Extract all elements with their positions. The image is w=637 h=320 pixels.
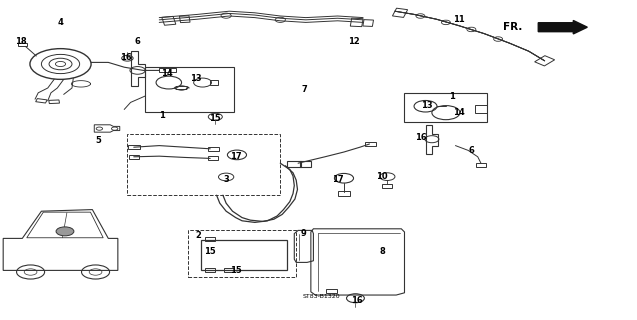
Text: 1: 1 xyxy=(159,111,166,120)
Text: 16: 16 xyxy=(120,53,132,62)
Bar xyxy=(201,240,287,270)
Text: 18: 18 xyxy=(15,37,26,46)
FancyArrow shape xyxy=(538,20,587,34)
Text: 6: 6 xyxy=(468,146,475,155)
Text: 16: 16 xyxy=(351,296,362,305)
Text: 9: 9 xyxy=(300,229,306,238)
Text: 14: 14 xyxy=(161,69,173,78)
Text: 11: 11 xyxy=(453,15,464,24)
Text: 10: 10 xyxy=(376,172,388,180)
Text: 17: 17 xyxy=(230,152,241,161)
Text: ST83-B1320: ST83-B1320 xyxy=(303,293,341,299)
Text: 1: 1 xyxy=(449,92,455,100)
Text: 14: 14 xyxy=(453,108,464,116)
Text: 3: 3 xyxy=(223,175,229,184)
Text: 15: 15 xyxy=(210,114,221,123)
Text: 12: 12 xyxy=(348,37,359,46)
Bar xyxy=(188,230,296,277)
Bar xyxy=(404,93,487,122)
Text: 15: 15 xyxy=(230,266,241,275)
Text: 15: 15 xyxy=(204,247,216,256)
Circle shape xyxy=(56,227,74,236)
Bar xyxy=(145,67,234,112)
Text: 13: 13 xyxy=(421,101,433,110)
Text: 13: 13 xyxy=(190,74,202,83)
Text: 6: 6 xyxy=(134,37,140,46)
Text: 2: 2 xyxy=(196,231,202,240)
Text: 4: 4 xyxy=(57,18,64,27)
Text: FR.: FR. xyxy=(503,22,522,32)
Bar xyxy=(127,134,280,195)
Text: 16: 16 xyxy=(415,133,426,142)
Text: 7: 7 xyxy=(301,85,308,94)
Text: 5: 5 xyxy=(96,136,102,145)
Text: 8: 8 xyxy=(379,247,385,256)
Text: 17: 17 xyxy=(332,175,343,184)
